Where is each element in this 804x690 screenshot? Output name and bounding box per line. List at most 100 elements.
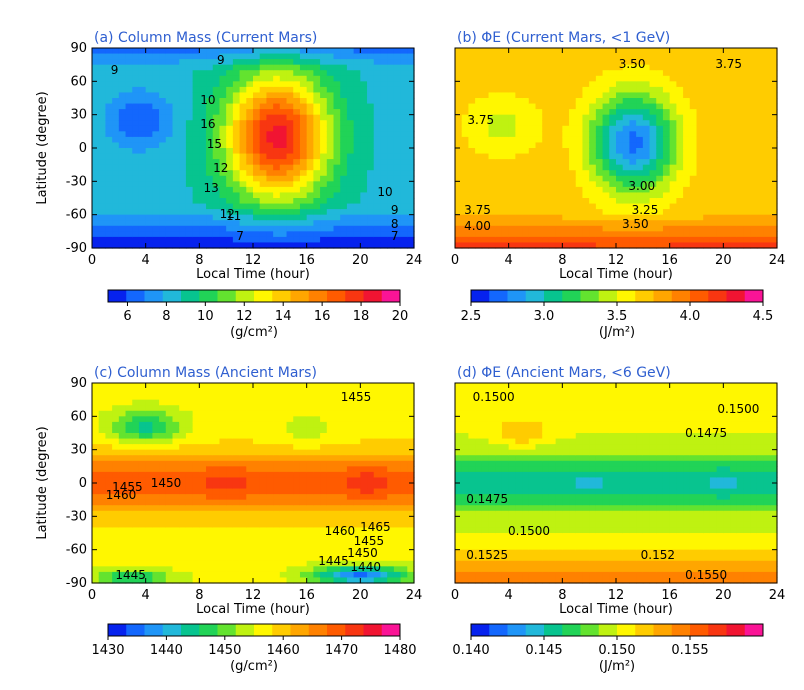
heat-cell <box>132 538 140 545</box>
heat-cell <box>346 164 355 171</box>
heat-cell <box>515 75 523 82</box>
heat-cell <box>622 131 631 138</box>
heat-cell <box>481 131 490 138</box>
heat-cell <box>185 394 194 401</box>
heat-cell <box>716 131 724 138</box>
heat-cell <box>138 410 147 417</box>
heat-cell <box>373 131 382 138</box>
contour-label: 13 <box>203 181 218 195</box>
heat-cell <box>192 394 200 401</box>
heat-cell <box>642 59 651 66</box>
heat-cell <box>333 438 341 445</box>
heat-cell <box>481 48 490 55</box>
heat-cell <box>515 236 523 244</box>
heat-cell <box>112 159 120 166</box>
heat-cell <box>495 236 503 244</box>
heat-cell <box>696 114 704 121</box>
heat-cell <box>199 53 207 60</box>
heat-cell <box>696 209 704 216</box>
heat-cell <box>172 153 180 160</box>
heat-cell <box>185 505 194 512</box>
heat-cell <box>98 209 107 216</box>
heat-cell <box>629 236 637 244</box>
heat-cell <box>461 153 470 160</box>
heat-cell <box>112 410 120 417</box>
heat-cell <box>286 48 294 55</box>
heat-cell <box>649 148 657 155</box>
heat-cell <box>306 455 314 462</box>
heat-cell <box>192 455 200 462</box>
heat-cell <box>555 164 563 171</box>
heat-cell <box>709 220 718 227</box>
heat-cell <box>589 125 597 132</box>
heat-cell <box>199 214 207 221</box>
heat-cell <box>629 148 637 155</box>
heat-cell <box>508 214 516 221</box>
heat-cell <box>468 242 476 249</box>
heat-cell <box>649 236 657 244</box>
heat-cell <box>582 48 590 55</box>
heat-cell <box>273 70 281 77</box>
heat-cell <box>756 131 765 138</box>
heat-cell <box>481 175 490 182</box>
heat-cell <box>649 114 657 121</box>
heat-cell <box>212 533 221 540</box>
heat-cell <box>569 64 577 71</box>
heat-cell <box>199 103 207 110</box>
heat-cell <box>246 394 254 401</box>
heat-cell <box>716 64 724 71</box>
heat-cell <box>132 198 140 205</box>
heat-cell <box>125 109 133 116</box>
heat-cell <box>165 505 174 512</box>
heat-cell <box>756 125 765 132</box>
heat-cell <box>642 98 651 105</box>
heat-cell <box>98 566 107 573</box>
heat-cell <box>118 438 127 445</box>
heat-cell <box>125 192 133 199</box>
heat-cell <box>367 175 375 182</box>
heat-cell <box>232 70 241 77</box>
heat-cell <box>468 81 476 88</box>
heat-cell <box>320 538 328 545</box>
heat-cell <box>185 203 194 210</box>
heat-cell <box>723 120 731 127</box>
heat-cell <box>488 203 496 210</box>
heat-cell <box>756 103 765 110</box>
heat-cell <box>569 198 577 205</box>
heat-cell <box>548 59 557 66</box>
heat-cell <box>468 48 476 55</box>
heat-cell <box>495 175 503 182</box>
heat-cell <box>669 53 677 60</box>
heat-cell <box>172 164 180 171</box>
heat-cell <box>145 477 153 484</box>
panel-title: (a) Column Mass (Current Mars) <box>94 30 317 46</box>
heat-cell <box>387 192 395 199</box>
heat-cell <box>495 181 503 188</box>
heat-cell <box>112 170 120 177</box>
heat-cell <box>199 48 207 55</box>
heat-cell <box>306 48 314 55</box>
heat-cell <box>642 142 651 149</box>
heat-cell <box>387 209 395 216</box>
heat-cell <box>320 231 328 238</box>
heat-cell <box>609 86 617 94</box>
heat-cell <box>219 109 227 116</box>
heat-cell <box>515 175 523 182</box>
heat-cell <box>676 142 684 149</box>
heat-cell <box>616 164 624 171</box>
heat-cell <box>367 64 375 71</box>
heat-cell <box>185 148 194 155</box>
heat-cell <box>259 242 268 249</box>
heat-cell <box>219 549 227 556</box>
heat-cell <box>313 53 321 60</box>
heat-cell <box>642 170 651 177</box>
heat-cell <box>683 86 691 94</box>
heat-cell <box>333 198 341 205</box>
heat-cell <box>528 81 537 88</box>
heat-cell <box>286 86 294 94</box>
heat-cell <box>172 181 180 188</box>
heat-cell <box>212 571 221 579</box>
heat-cell <box>333 175 341 182</box>
heat-cell <box>299 510 308 517</box>
heat-cell <box>709 231 718 238</box>
